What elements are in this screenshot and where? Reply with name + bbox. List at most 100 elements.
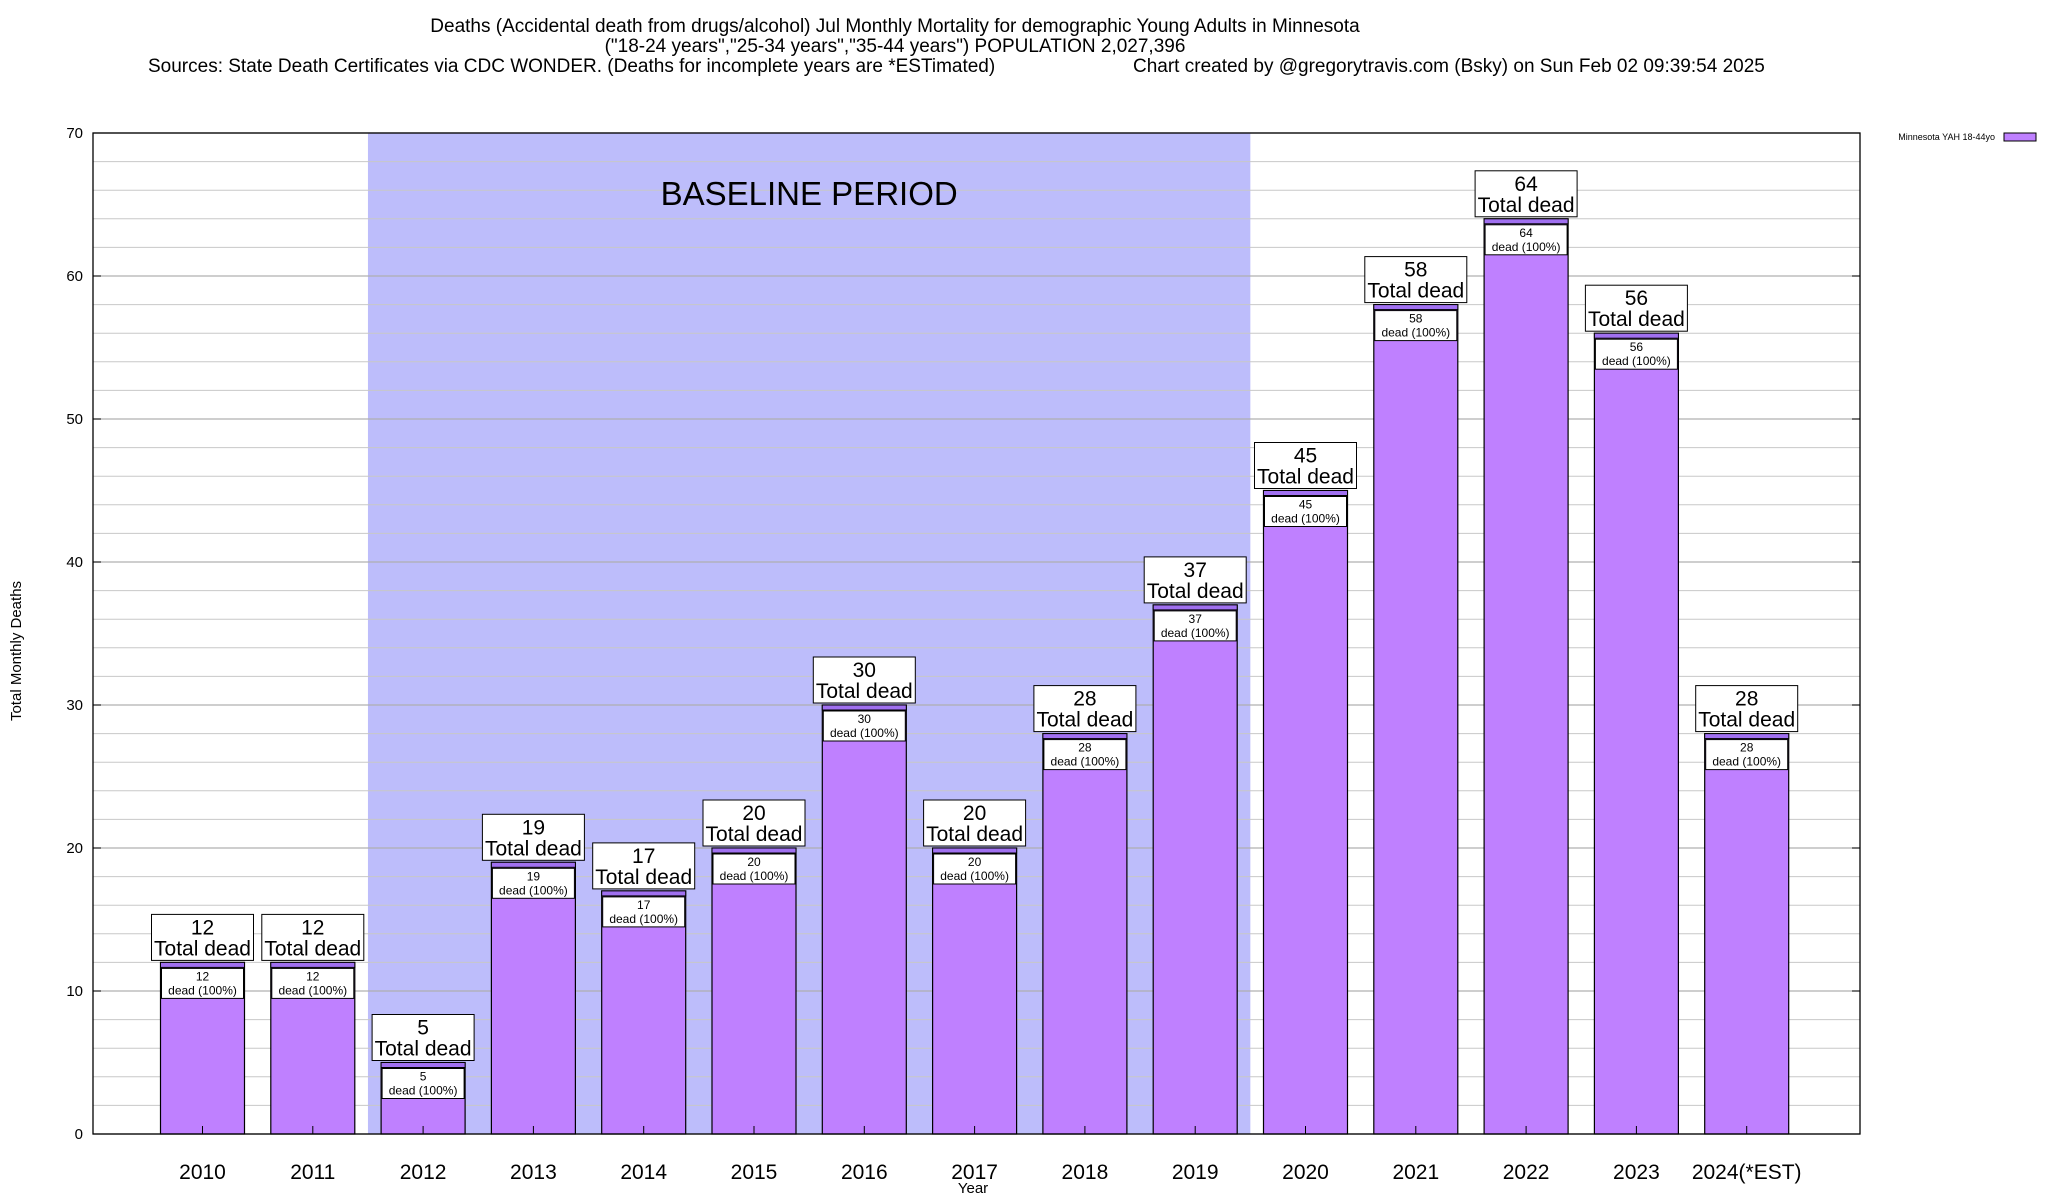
bar-total-label-box (702, 799, 806, 847)
bar-total-label: Total dead (1367, 280, 1464, 303)
x-tick-label: 2013 (510, 1161, 557, 1184)
bar-total-label: Total dead (595, 866, 692, 889)
bar-cap (1263, 490, 1348, 496)
x-axis-label: Year (958, 1180, 988, 1197)
bar-cap (932, 847, 1018, 854)
x-tick-label: 2011 (290, 1161, 335, 1184)
bar (1373, 304, 1459, 1135)
bar-inner-label-box (1043, 739, 1127, 771)
bar-inner-label-box (822, 710, 906, 742)
bar-total-value: 64 (1514, 173, 1538, 196)
x-tick-label: 2020 (1282, 1161, 1329, 1184)
bar-inner-value: 12 (196, 969, 210, 983)
bar-inner-label-box (1374, 310, 1458, 342)
bar-total-label-box (923, 799, 1027, 847)
bar-inner-label-box (1484, 224, 1568, 256)
bar-cap (601, 890, 687, 897)
bar-total-label-box (371, 1014, 475, 1061)
chart-sources-text: Sources: State Death Certificates via CD… (148, 56, 995, 77)
x-tick-label: 2016 (841, 1161, 888, 1184)
x-tick-label: 2024(*EST) (1692, 1161, 1802, 1184)
bar (1704, 732, 1790, 1135)
bar (1593, 332, 1680, 1135)
bar-total-label-box (1364, 256, 1468, 304)
bar-inner-label-box (271, 967, 355, 999)
bar-inner-label: dead (100%) (830, 726, 899, 740)
chart-title: Deaths (Accidental death from drugs/alco… (148, 16, 1765, 77)
bar-inner-value: 5 (420, 1070, 427, 1084)
bar-total-value: 28 (1073, 688, 1096, 711)
chart-title-line-1: Deaths (Accidental death from drugs/alco… (430, 16, 1360, 37)
y-tick-label: 40 (66, 554, 83, 571)
bar-inner-label: dead (100%) (940, 869, 1009, 883)
bar-inner-label: dead (100%) (389, 1084, 458, 1098)
bar-total-label: Total dead (816, 680, 913, 703)
bar-inner-label: dead (100%) (1492, 240, 1561, 254)
bar-cap (490, 861, 576, 868)
bar-total-label-box (592, 842, 696, 890)
x-tick-label: 2018 (1062, 1161, 1109, 1184)
bar-inner-value: 20 (747, 855, 761, 869)
bar-inner-value: 56 (1630, 340, 1644, 354)
bar-cap (380, 1062, 466, 1068)
x-tick-label: 2010 (179, 1161, 226, 1184)
bar-total-label-box (1584, 284, 1688, 332)
bar-total-label: Total dead (1478, 194, 1575, 217)
y-tick-label: 10 (66, 983, 83, 1000)
bar-total-label: Total dead (154, 937, 251, 960)
bar-inner-value: 19 (527, 869, 541, 883)
bar-inner-label: dead (100%) (1161, 626, 1230, 640)
bar-total-value: 45 (1294, 445, 1317, 468)
bar-cap (160, 961, 245, 968)
bar-inner-label-box (602, 896, 686, 928)
bar-inner-label: dead (100%) (1712, 755, 1781, 769)
bar-inner-label-box (712, 853, 796, 885)
bar-total-value: 19 (522, 816, 545, 839)
bar-total-label-box (261, 913, 365, 961)
bar-inner-value: 45 (1299, 498, 1313, 512)
bar-cap (1042, 733, 1128, 740)
bar (601, 890, 687, 1135)
bar-inner-label: dead (100%) (720, 869, 789, 883)
bar-total-label: Total dead (485, 837, 582, 860)
bar-inner-label-box (933, 853, 1017, 885)
bar-inner-value: 64 (1519, 226, 1533, 240)
legend-label: Minnesota YAH 18-44yo (1898, 132, 1995, 142)
bar-total-value: 12 (191, 916, 214, 939)
bar-total-label: Total dead (1147, 580, 1244, 603)
x-tick-label: 2012 (400, 1161, 447, 1184)
bar-cap (1373, 304, 1459, 311)
x-tick-label: 2023 (1613, 1161, 1660, 1184)
legend: Minnesota YAH 18-44yo (1898, 132, 2037, 142)
bar-total-value: 5 (417, 1017, 429, 1040)
y-tick-label: 70 (66, 125, 83, 142)
bar-inner-label-box (381, 1068, 465, 1099)
bar-inner-label-box (1705, 739, 1789, 771)
bar-total-label-box (1695, 685, 1799, 733)
chart-credit-text: Chart created by @gregorytravis.com (Bsk… (1133, 56, 1765, 77)
bar-total-value: 56 (1625, 287, 1648, 310)
bar-total-label: Total dead (706, 823, 803, 846)
bar-cap (270, 961, 356, 968)
bar-total-label-box (1254, 442, 1357, 489)
bar-cap (1483, 218, 1569, 225)
chart-title-line-2: ("18-24 years","25-34 years","35-44 year… (605, 36, 1186, 57)
bar-inner-label-box (1153, 610, 1237, 642)
y-axis-label: Total Monthly Deaths (8, 581, 25, 721)
bar (931, 847, 1018, 1135)
legend-swatch (2003, 132, 2037, 142)
bar-inner-value: 58 (1409, 312, 1423, 326)
bar-inner-label-box (491, 867, 575, 899)
bar-total-value: 12 (301, 916, 324, 939)
bar (711, 847, 797, 1135)
bar-inner-label: dead (100%) (168, 983, 237, 997)
bar-total-value: 58 (1404, 259, 1427, 282)
bar-inner-value: 37 (1189, 612, 1203, 626)
bar-inner-value: 12 (306, 969, 320, 983)
x-tick-label: 2014 (620, 1161, 667, 1184)
bar-cap (821, 704, 907, 711)
x-tick-label: 2021 (1392, 1161, 1439, 1184)
bar-inner-label: dead (100%) (1381, 326, 1450, 340)
